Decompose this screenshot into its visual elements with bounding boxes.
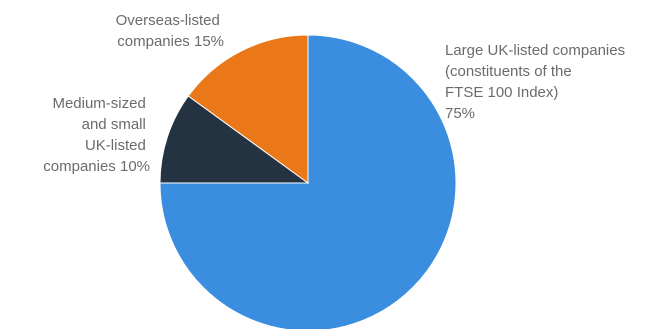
slice-medium-small-uk-listed xyxy=(159,95,310,184)
label-medium-small-uk-listed: Medium-sized and small UK-listed compani… xyxy=(43,95,150,175)
label-large-uk-listed: Large UK-listed companies (constituents … xyxy=(445,42,629,122)
label-medium-small-line-4: companies 10% xyxy=(43,158,150,175)
label-large-uk-listed-line-2: (constituents of the xyxy=(445,63,572,80)
label-large-uk-listed-line-1: Large UK-listed companies xyxy=(445,42,625,59)
pie-slices xyxy=(159,34,457,332)
label-large-uk-listed-line-3: FTSE 100 Index) xyxy=(445,84,558,101)
label-overseas-line-1: Overseas-listed xyxy=(116,12,220,29)
label-medium-small-line-3: UK-listed xyxy=(85,137,146,154)
label-large-uk-listed-line-4: 75% xyxy=(445,105,475,122)
label-medium-small-line-2: and small xyxy=(82,116,146,133)
label-overseas-listed: Overseas-listed companies 15% xyxy=(116,12,224,50)
label-overseas-line-2: companies 15% xyxy=(117,33,224,50)
slice-overseas-listed xyxy=(187,34,309,184)
label-medium-small-line-1: Medium-sized xyxy=(52,95,145,112)
